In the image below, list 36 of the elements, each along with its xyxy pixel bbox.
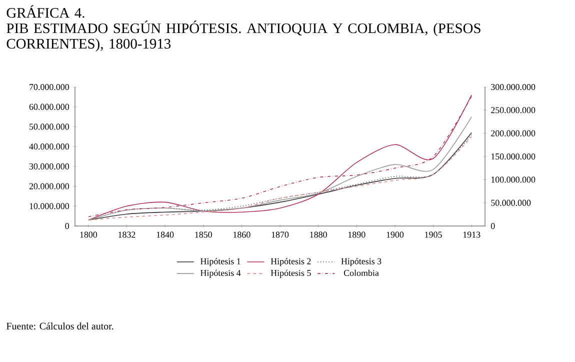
y-tick-label: 30.000.000: [29, 163, 70, 170]
legend-label: Hipótesis 2: [270, 258, 311, 266]
chart-title: GRÁFICA 4.: [6, 5, 84, 18]
x-tick-label: 1800: [80, 232, 98, 238]
y-tick-label: 60.000.000: [29, 104, 70, 110]
y-tick-label: 10.000.000: [30, 203, 70, 210]
x-tick-label: 1880: [310, 232, 327, 238]
x-tick-label: 1890: [348, 232, 366, 238]
y2-tick-label: 200.000.000: [491, 130, 536, 136]
y2-tick-label: 0: [490, 222, 495, 230]
source-note: Fuente: Cálculos del autor.: [6, 322, 114, 330]
x-tick-label: 1840: [156, 232, 174, 238]
legend-label: Hipótesis 3: [341, 258, 382, 266]
y-tick-label: 40.000.000: [29, 144, 70, 150]
y-tick-label: 50.000.000: [30, 124, 70, 130]
x-tick-label: 1860: [234, 232, 250, 238]
x-tick-label: 1913: [463, 232, 480, 238]
legend-label: Hipótesis 5: [270, 270, 311, 278]
y-tick-label: 0: [65, 222, 70, 230]
y-tick-label: 70.000.000: [30, 84, 70, 90]
y-tick-label: 20.000.000: [29, 183, 70, 190]
legend-label: Hipótesis 1: [200, 258, 240, 266]
legend-label: Hipótesis 4: [200, 270, 241, 278]
y2-tick-label: 150.000.000: [491, 153, 536, 160]
legend-label: Colombia: [344, 270, 379, 276]
x-tick-label: 1905: [425, 232, 442, 238]
y2-tick-label: 50.000.000: [491, 200, 531, 206]
x-tick-label: 1870: [272, 232, 289, 238]
chart-subtitle: PIB ESTIMADO SEGÚN HIPÓTESIS. ANTIOQUIA Y COLOMBIA, (PESOS CORRIENTES), 1800-1913: [6, 20, 480, 52]
x-tick-label: 1850: [195, 232, 212, 238]
y2-tick-label: 300.000.000: [491, 84, 536, 90]
line-series: [88, 116, 472, 220]
x-tick-label: 1900: [386, 232, 404, 238]
x-tick-label: 1832: [118, 232, 136, 238]
y2-tick-label: 250.000.000: [491, 107, 536, 114]
y2-tick-label: 100.000.000: [491, 176, 536, 183]
